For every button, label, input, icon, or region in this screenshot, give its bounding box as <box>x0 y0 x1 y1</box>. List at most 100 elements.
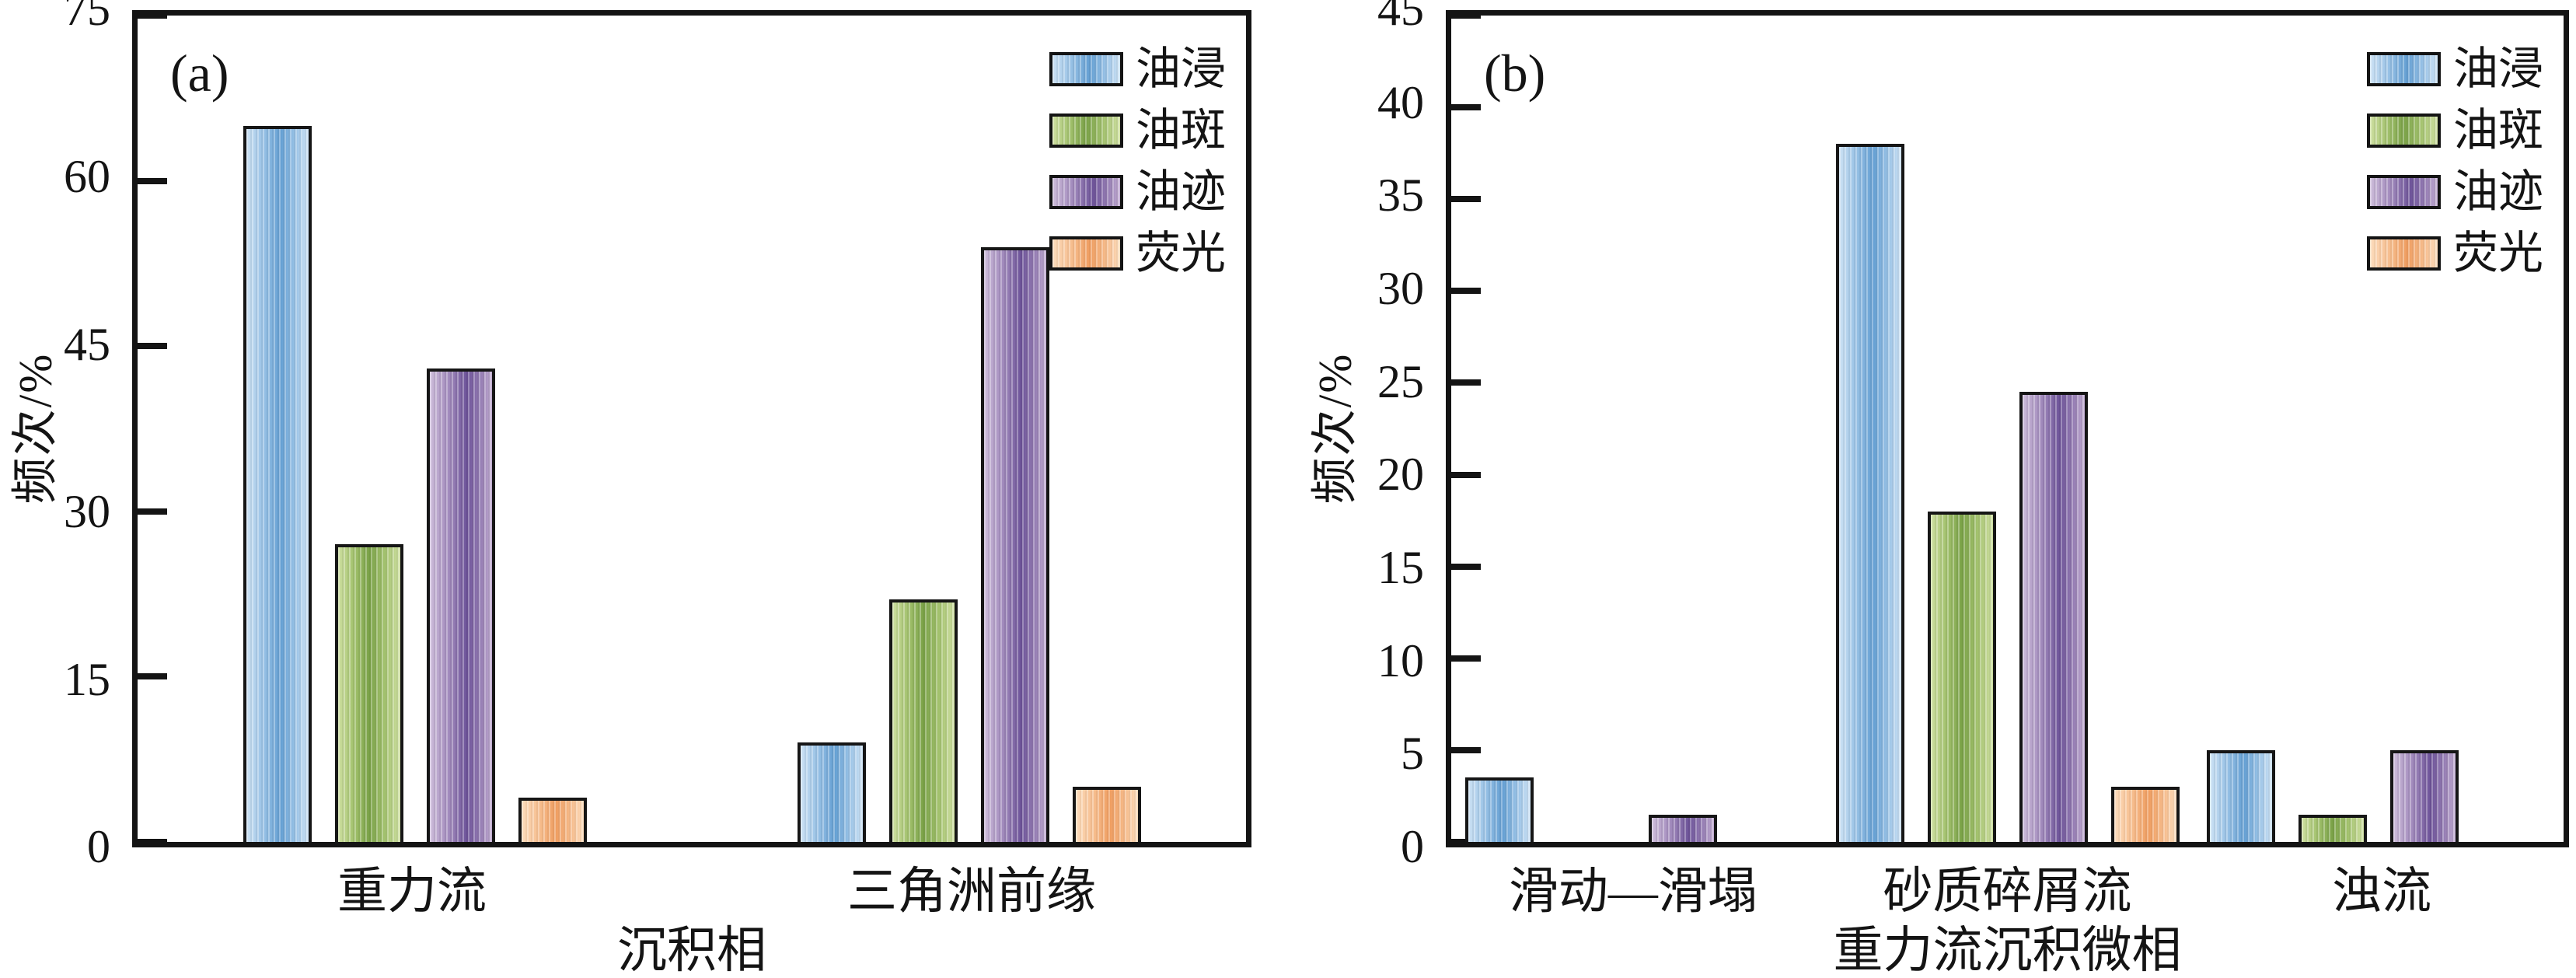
category-label: 滑动—滑塌 <box>1508 864 1757 919</box>
bars-layer-a <box>138 16 1246 842</box>
x-axis-title-b: 重力流沉积微相 <box>1833 923 2182 978</box>
legend-label: 油迹 <box>1135 166 1226 217</box>
green-swatch-icon <box>1049 114 1123 148</box>
bar-slot <box>518 16 587 842</box>
bar-group <box>1464 16 1809 842</box>
ytick-mark <box>1451 379 1481 386</box>
legend-item: 油迹 <box>2366 166 2543 217</box>
ytick-mark <box>138 673 167 680</box>
panel-label-b: (b) <box>1484 44 1546 103</box>
legend-label: 油迹 <box>2452 166 2543 217</box>
ytick-mark <box>1451 196 1481 203</box>
x-axis-title-a: 沉积相 <box>617 923 766 978</box>
legend-label: 荧光 <box>1135 228 1226 278</box>
bar-purple <box>2019 392 2088 842</box>
legend-a: 油浸 油斑 油迹 荧光 <box>1049 47 1226 276</box>
category-label: 砂质碎屑流 <box>1883 864 2132 919</box>
ytick-label: 15 <box>1377 541 1424 593</box>
ytick-labels-b: 0 5 10 15 20 25 30 35 40 45 <box>1314 0 1435 870</box>
ytick-label: 0 <box>87 820 110 872</box>
ytick-label: 60 <box>64 151 110 203</box>
bar-purple <box>426 368 495 842</box>
bar-slot <box>1464 16 1534 842</box>
ytick-mark <box>138 839 167 845</box>
ytick-label: 5 <box>1401 728 1424 780</box>
blue-swatch-icon <box>2366 52 2441 86</box>
ytick-label: 30 <box>64 485 110 537</box>
ytick-marks-a <box>138 12 1246 845</box>
orange-swatch-icon <box>2366 236 2441 271</box>
ytick-label: 40 <box>1377 76 1424 128</box>
category-labels-a: 重力流 三角洲前缘 <box>132 864 1251 922</box>
bar-slot <box>2110 16 2180 842</box>
bar-slot <box>1740 16 1809 842</box>
category-labels-b: 滑动—滑塌 砂质碎屑流 浊流 <box>1446 864 2569 922</box>
legend-item: 油迹 <box>1049 169 1226 215</box>
legend-label: 荧光 <box>2452 228 2543 278</box>
bar-blue <box>2206 749 2275 842</box>
bar-green <box>1927 511 1996 842</box>
bar-slot <box>2206 16 2275 842</box>
bar-purple <box>2389 749 2459 842</box>
bar-slot <box>243 16 312 842</box>
ytick-mark <box>1451 104 1481 111</box>
blue-swatch-icon <box>1049 52 1123 86</box>
bar-slot <box>888 16 958 842</box>
legend-item: 油斑 <box>2366 105 2543 155</box>
bar-slot <box>1072 16 1141 842</box>
legend-label: 油斑 <box>2452 105 2543 155</box>
ytick-mark <box>1451 12 1481 19</box>
legend-label: 油斑 <box>1135 105 1226 155</box>
ytick-mark <box>138 508 167 515</box>
ytick-label: 30 <box>1377 262 1424 314</box>
ytick-mark <box>138 177 167 184</box>
bar-slot <box>2389 16 2459 842</box>
bar-green <box>2298 814 2367 842</box>
bar-group <box>1835 16 2180 842</box>
legend-label: 油浸 <box>1135 44 1226 94</box>
ytick-marks-b <box>1451 12 2564 845</box>
orange-swatch-icon <box>1049 236 1123 271</box>
legend-label: 油浸 <box>2452 44 2543 94</box>
bar-slot <box>797 16 866 842</box>
ytick-mark <box>1451 746 1481 753</box>
ytick-labels-a: 0 15 30 45 60 75 <box>0 0 121 870</box>
legend-item: 油浸 <box>1049 47 1226 92</box>
ytick-mark <box>138 343 167 350</box>
ytick-label: 20 <box>1377 449 1424 501</box>
ytick-label: 15 <box>64 653 110 705</box>
bar-slot <box>1557 16 1625 842</box>
bar-slot <box>1835 16 1904 842</box>
ytick-mark <box>1451 471 1481 478</box>
ytick-label: 45 <box>64 318 110 370</box>
bar-purple <box>980 246 1049 842</box>
category-label: 三角洲前缘 <box>847 864 1096 919</box>
bar-blue <box>243 125 312 842</box>
bars-layer-b <box>1451 16 2564 842</box>
ytick-mark <box>138 12 167 19</box>
ytick-mark <box>1451 839 1481 845</box>
panel-label-a: (a) <box>170 44 229 103</box>
bar-group <box>243 16 587 842</box>
legend-item: 荧光 <box>2366 228 2543 278</box>
bar-orange <box>2110 787 2180 842</box>
y-axis-title-a: 频次/% <box>9 352 61 505</box>
bar-orange <box>1072 787 1141 842</box>
y-axis-title-b: 频次/% <box>1309 352 1361 505</box>
bar-slot <box>426 16 495 842</box>
ytick-label: 35 <box>1377 169 1424 222</box>
plot-box-a: (a) 油浸油斑油迹荧光 <box>132 10 1251 847</box>
bar-slot <box>2019 16 2088 842</box>
ytick-label: 25 <box>1377 355 1424 407</box>
bar-slot <box>980 16 1049 842</box>
ytick-mark <box>1451 563 1481 570</box>
ytick-mark <box>1451 288 1481 295</box>
ytick-label: 75 <box>64 0 110 35</box>
bar-blue <box>1835 144 1904 842</box>
bar-blue <box>797 742 866 842</box>
bar-group <box>797 16 1141 842</box>
ytick-label: 10 <box>1377 634 1424 686</box>
legend-b: 油浸 油斑 油迹 荧光 <box>2366 44 2543 278</box>
purple-swatch-icon <box>2366 175 2441 209</box>
